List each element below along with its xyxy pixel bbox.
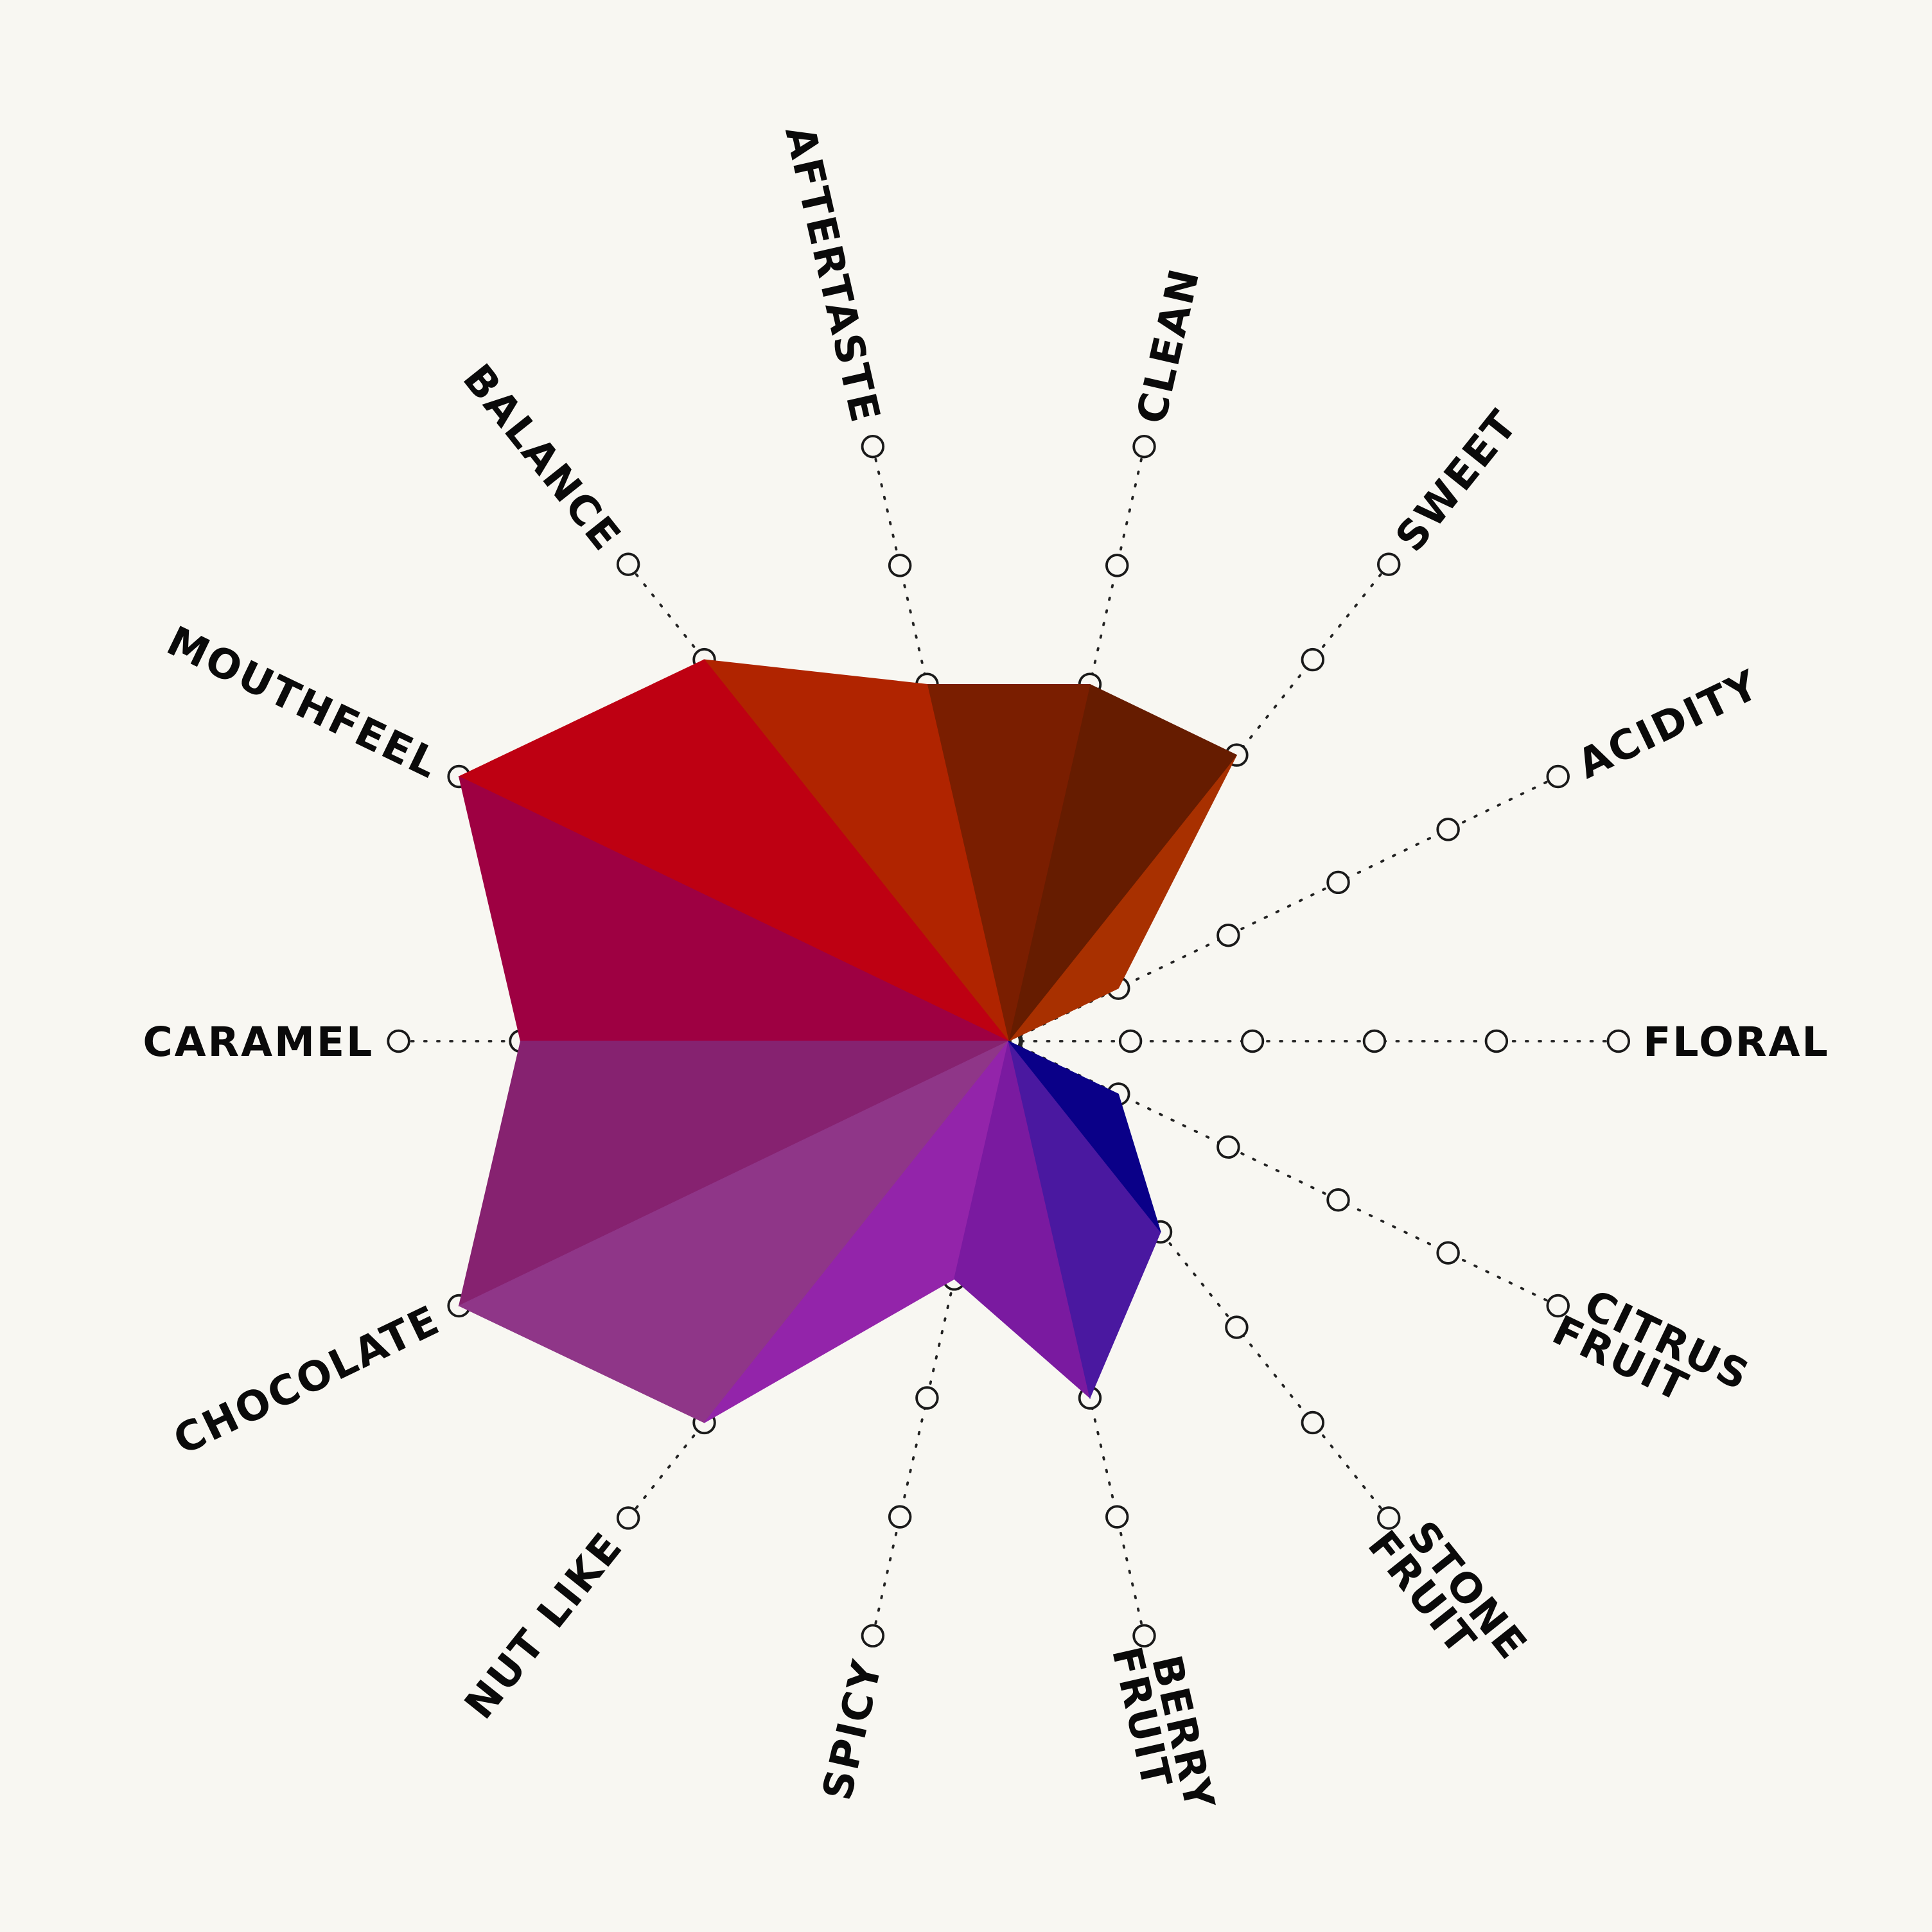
- level-marker: [1436, 818, 1460, 841]
- level-marker: [1362, 1029, 1387, 1053]
- axis-label-balance: BALANCE: [454, 355, 631, 560]
- axis-label-aftertaste: AFTERTASTE: [776, 121, 890, 428]
- level-marker: [616, 552, 640, 576]
- level-marker: [1132, 1624, 1156, 1648]
- level-marker: [387, 1029, 410, 1053]
- level-marker: [1377, 1506, 1401, 1530]
- level-marker: [1301, 647, 1325, 672]
- axis-label-line: CHOCOLATE: [166, 1295, 448, 1464]
- axis-label-line: SPICY: [813, 1655, 891, 1804]
- level-marker: [616, 1506, 640, 1530]
- axis-label-line: SWEET: [1386, 400, 1527, 560]
- axis-label-floral: FLORAL: [1643, 1018, 1829, 1066]
- axis-label-line: NUT LIKE: [455, 1523, 632, 1728]
- axis-label-line: BALANCE: [454, 355, 631, 560]
- level-marker: [888, 554, 912, 577]
- axis-label-acidity: ACIDITY: [1570, 660, 1767, 788]
- level-marker: [1326, 870, 1350, 895]
- level-marker: [1546, 1294, 1570, 1318]
- wedge-citrus-fruit: [1008, 1041, 1119, 1094]
- level-marker: [1546, 764, 1570, 789]
- level-marker: [1132, 435, 1156, 459]
- level-marker: [861, 435, 885, 459]
- axis-label-spicy: SPICY: [813, 1655, 891, 1804]
- level-marker: [1301, 1410, 1325, 1435]
- level-marker: [915, 1386, 939, 1410]
- level-marker: [1105, 554, 1129, 577]
- level-marker: [1216, 1135, 1240, 1159]
- axis-label-clean: CLEAN: [1127, 263, 1209, 428]
- level-marker: [1105, 1505, 1129, 1529]
- level-marker: [1377, 552, 1401, 576]
- level-marker: [1436, 1241, 1460, 1265]
- axis-label-caramel: CARAMEL: [143, 1018, 374, 1066]
- axis-label-line: CLEAN: [1127, 263, 1209, 428]
- axis-label-line: FLORAL: [1643, 1018, 1829, 1066]
- axis-label-line: AFTERTASTE: [776, 121, 890, 428]
- axis-label-line: CARAMEL: [143, 1018, 374, 1066]
- axis-label-mouthfeel: MOUTHFEEL: [160, 617, 447, 787]
- axis-label-line: MOUTHFEEL: [160, 617, 447, 787]
- level-marker: [1225, 1315, 1249, 1339]
- level-marker: [1216, 923, 1240, 947]
- axis-label-sweet: SWEET: [1386, 400, 1527, 560]
- level-marker: [861, 1624, 885, 1648]
- level-marker: [1118, 1029, 1143, 1053]
- level-marker: [888, 1505, 912, 1529]
- axis-label-line: ACIDITY: [1570, 660, 1767, 788]
- level-marker: [1240, 1029, 1265, 1053]
- axis-label-chocolate: CHOCOLATE: [166, 1295, 448, 1464]
- axis-label-nut-like: NUT LIKE: [455, 1523, 632, 1728]
- level-marker: [1606, 1029, 1630, 1053]
- level-marker: [1484, 1029, 1509, 1053]
- radar-wedges: [458, 659, 1238, 1423]
- axis-label-citrus-fruit: CITRUSFRUIT: [1545, 1272, 1757, 1433]
- level-marker: [1326, 1188, 1350, 1212]
- axis-label-berry-fruit: BERRYFRUIT: [1103, 1634, 1224, 1823]
